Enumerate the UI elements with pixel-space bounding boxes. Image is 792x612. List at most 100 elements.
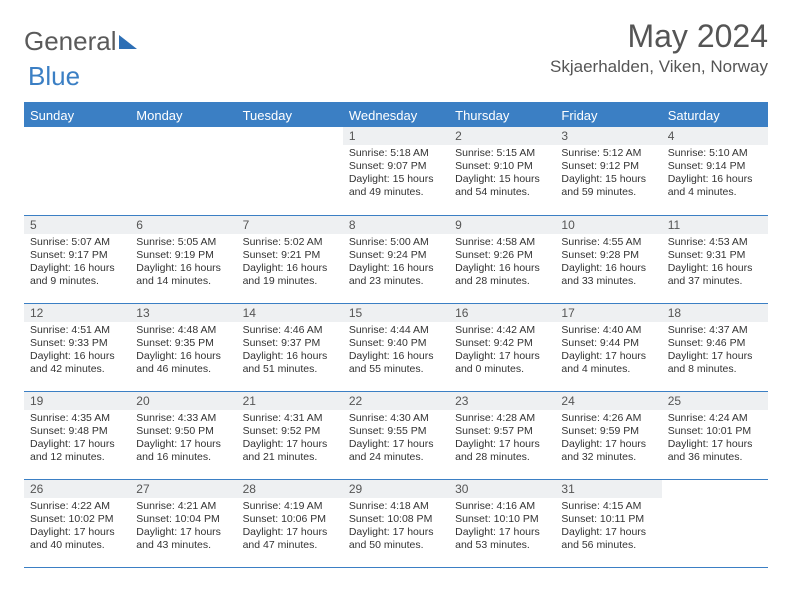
sunset-line: Sunset: 9:14 PM [668,160,762,173]
weekday-header: Tuesday [237,103,343,127]
day-details: Sunrise: 5:00 AMSunset: 9:24 PMDaylight:… [343,234,449,293]
calendar-cell: 11Sunrise: 4:53 AMSunset: 9:31 PMDayligh… [662,215,768,303]
sunset-line: Sunset: 9:46 PM [668,337,762,350]
day-details: Sunrise: 4:33 AMSunset: 9:50 PMDaylight:… [130,410,236,469]
sunrise-line: Sunrise: 5:05 AM [136,236,230,249]
calendar-cell: 20Sunrise: 4:33 AMSunset: 9:50 PMDayligh… [130,391,236,479]
weekday-header: Wednesday [343,103,449,127]
sunrise-line: Sunrise: 4:22 AM [30,500,124,513]
sunrise-line: Sunrise: 4:15 AM [561,500,655,513]
sunrise-line: Sunrise: 4:18 AM [349,500,443,513]
calendar-cell: 12Sunrise: 4:51 AMSunset: 9:33 PMDayligh… [24,303,130,391]
calendar-cell: 7Sunrise: 5:02 AMSunset: 9:21 PMDaylight… [237,215,343,303]
daylight-line: Daylight: 16 hours and 9 minutes. [30,262,124,288]
day-number: 2 [449,127,555,145]
sunset-line: Sunset: 10:04 PM [136,513,230,526]
sunrise-line: Sunrise: 4:40 AM [561,324,655,337]
sunrise-line: Sunrise: 5:10 AM [668,147,762,160]
sunrise-line: Sunrise: 5:07 AM [30,236,124,249]
day-number: 19 [24,392,130,410]
daylight-line: Daylight: 15 hours and 49 minutes. [349,173,443,199]
day-details: Sunrise: 4:51 AMSunset: 9:33 PMDaylight:… [24,322,130,381]
day-details: Sunrise: 4:53 AMSunset: 9:31 PMDaylight:… [662,234,768,293]
calendar-cell: 17Sunrise: 4:40 AMSunset: 9:44 PMDayligh… [555,303,661,391]
daylight-line: Daylight: 17 hours and 12 minutes. [30,438,124,464]
calendar-cell: 13Sunrise: 4:48 AMSunset: 9:35 PMDayligh… [130,303,236,391]
calendar-cell: 19Sunrise: 4:35 AMSunset: 9:48 PMDayligh… [24,391,130,479]
sunset-line: Sunset: 9:48 PM [30,425,124,438]
day-number: 9 [449,216,555,234]
calendar-cell: 18Sunrise: 4:37 AMSunset: 9:46 PMDayligh… [662,303,768,391]
sunrise-line: Sunrise: 4:28 AM [455,412,549,425]
sunset-line: Sunset: 9:55 PM [349,425,443,438]
day-number: 23 [449,392,555,410]
calendar-body: 1Sunrise: 5:18 AMSunset: 9:07 PMDaylight… [24,127,768,567]
sunset-line: Sunset: 9:44 PM [561,337,655,350]
daylight-line: Daylight: 17 hours and 24 minutes. [349,438,443,464]
day-details: Sunrise: 4:15 AMSunset: 10:11 PMDaylight… [555,498,661,557]
sunset-line: Sunset: 9:35 PM [136,337,230,350]
day-details: Sunrise: 5:18 AMSunset: 9:07 PMDaylight:… [343,145,449,204]
sunset-line: Sunset: 9:52 PM [243,425,337,438]
page-title: May 2024 [550,18,768,55]
day-details: Sunrise: 4:30 AMSunset: 9:55 PMDaylight:… [343,410,449,469]
day-number: 11 [662,216,768,234]
calendar-table: SundayMondayTuesdayWednesdayThursdayFrid… [24,102,768,568]
day-number: 28 [237,480,343,498]
day-number: 14 [237,304,343,322]
calendar-cell [130,127,236,215]
calendar-cell: 2Sunrise: 5:15 AMSunset: 9:10 PMDaylight… [449,127,555,215]
daylight-line: Daylight: 16 hours and 37 minutes. [668,262,762,288]
calendar-cell: 4Sunrise: 5:10 AMSunset: 9:14 PMDaylight… [662,127,768,215]
day-details: Sunrise: 4:48 AMSunset: 9:35 PMDaylight:… [130,322,236,381]
sunset-line: Sunset: 9:10 PM [455,160,549,173]
daylight-line: Daylight: 17 hours and 32 minutes. [561,438,655,464]
sunrise-line: Sunrise: 5:18 AM [349,147,443,160]
sunset-line: Sunset: 9:21 PM [243,249,337,262]
day-number: 6 [130,216,236,234]
sunrise-line: Sunrise: 4:42 AM [455,324,549,337]
weekday-header: Monday [130,103,236,127]
sunrise-line: Sunrise: 4:16 AM [455,500,549,513]
sunset-line: Sunset: 10:11 PM [561,513,655,526]
weekday-header-row: SundayMondayTuesdayWednesdayThursdayFrid… [24,103,768,127]
sunset-line: Sunset: 10:08 PM [349,513,443,526]
sunset-line: Sunset: 9:12 PM [561,160,655,173]
sunset-line: Sunset: 10:01 PM [668,425,762,438]
day-number: 26 [24,480,130,498]
day-details: Sunrise: 4:26 AMSunset: 9:59 PMDaylight:… [555,410,661,469]
sunset-line: Sunset: 9:37 PM [243,337,337,350]
day-details: Sunrise: 4:40 AMSunset: 9:44 PMDaylight:… [555,322,661,381]
sunset-line: Sunset: 9:17 PM [30,249,124,262]
calendar-cell: 27Sunrise: 4:21 AMSunset: 10:04 PMDaylig… [130,479,236,567]
day-number: 17 [555,304,661,322]
calendar-cell [237,127,343,215]
sunset-line: Sunset: 9:24 PM [349,249,443,262]
calendar-cell: 30Sunrise: 4:16 AMSunset: 10:10 PMDaylig… [449,479,555,567]
day-details: Sunrise: 4:16 AMSunset: 10:10 PMDaylight… [449,498,555,557]
calendar-row: 1Sunrise: 5:18 AMSunset: 9:07 PMDaylight… [24,127,768,215]
calendar-row: 26Sunrise: 4:22 AMSunset: 10:02 PMDaylig… [24,479,768,567]
sunrise-line: Sunrise: 4:55 AM [561,236,655,249]
day-number: 20 [130,392,236,410]
sunrise-line: Sunrise: 4:35 AM [30,412,124,425]
daylight-line: Daylight: 17 hours and 43 minutes. [136,526,230,552]
day-number: 12 [24,304,130,322]
sunrise-line: Sunrise: 4:19 AM [243,500,337,513]
daylight-line: Daylight: 17 hours and 40 minutes. [30,526,124,552]
daylight-line: Daylight: 16 hours and 28 minutes. [455,262,549,288]
day-details: Sunrise: 4:35 AMSunset: 9:48 PMDaylight:… [24,410,130,469]
day-details: Sunrise: 4:55 AMSunset: 9:28 PMDaylight:… [555,234,661,293]
day-details: Sunrise: 4:18 AMSunset: 10:08 PMDaylight… [343,498,449,557]
sunset-line: Sunset: 9:50 PM [136,425,230,438]
day-number: 4 [662,127,768,145]
daylight-line: Daylight: 17 hours and 16 minutes. [136,438,230,464]
day-details: Sunrise: 5:02 AMSunset: 9:21 PMDaylight:… [237,234,343,293]
day-number: 15 [343,304,449,322]
daylight-line: Daylight: 16 hours and 55 minutes. [349,350,443,376]
day-details: Sunrise: 4:37 AMSunset: 9:46 PMDaylight:… [662,322,768,381]
calendar-row: 5Sunrise: 5:07 AMSunset: 9:17 PMDaylight… [24,215,768,303]
sunrise-line: Sunrise: 4:31 AM [243,412,337,425]
day-number: 31 [555,480,661,498]
sunrise-line: Sunrise: 4:53 AM [668,236,762,249]
